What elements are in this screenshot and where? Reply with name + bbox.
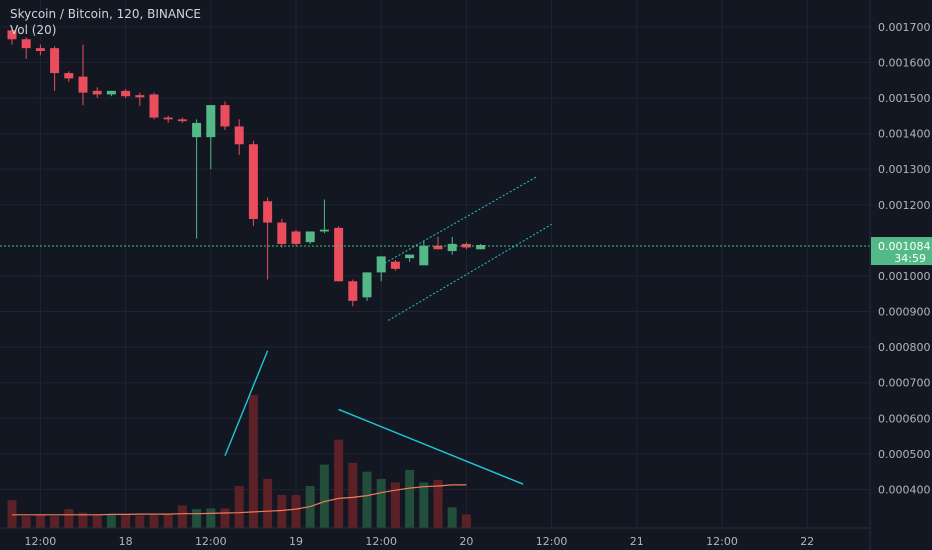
candle-body (121, 91, 130, 96)
price-tick-label: 0.001200 (878, 199, 931, 212)
price-tick-label: 0.001500 (878, 92, 931, 105)
price-tick-label: 0.001400 (878, 128, 931, 141)
candle-body (448, 244, 457, 251)
price-tick-label: 0.000900 (878, 306, 931, 319)
candle-layer (8, 27, 486, 306)
volume-bar (36, 514, 45, 528)
chart-legend: Skycoin / Bitcoin, 120, BINANCE Vol (20) (10, 6, 201, 38)
volume-bar (22, 516, 31, 528)
candle-body (235, 126, 244, 144)
channel-line[interactable] (381, 176, 537, 265)
time-tick-label: 12:00 (195, 535, 227, 548)
volume-bar (8, 500, 17, 528)
volume-bar (93, 514, 102, 528)
volume-bar (107, 514, 116, 528)
candle-body (50, 48, 59, 73)
candle-body (93, 91, 102, 95)
candle-body (107, 91, 116, 95)
price-tick-label: 0.000500 (878, 448, 931, 461)
volume-bar (192, 509, 201, 528)
volume-bar (405, 470, 414, 528)
candle-body (277, 223, 286, 244)
price-tick-label: 0.001700 (878, 21, 931, 34)
price-tick-label: 0.001600 (878, 56, 931, 69)
drawing-layer[interactable] (0, 176, 870, 484)
candle-body (164, 118, 173, 120)
candle-body (192, 123, 201, 137)
volume-bar (320, 465, 329, 528)
candle-body (178, 119, 187, 121)
candle-body (320, 230, 329, 232)
candle-body (334, 228, 343, 281)
volume-bar (419, 482, 428, 528)
volume-bar (221, 508, 230, 528)
candle-body (135, 95, 144, 97)
volume-layer (8, 395, 471, 528)
volume-bar (277, 495, 286, 528)
volume-bar (178, 506, 187, 528)
time-tick-label: 21 (630, 535, 644, 548)
candle-body (64, 73, 73, 78)
candle-body (22, 39, 31, 48)
candle-body (249, 144, 258, 219)
volume-bar (334, 440, 343, 528)
candle-body (405, 255, 414, 259)
bar-countdown-label: 34:59 (894, 252, 926, 265)
candle-body (206, 105, 215, 137)
volume-bar (448, 507, 457, 528)
volume-bar (434, 480, 443, 528)
volume-bar (135, 516, 144, 528)
candle-body (348, 281, 357, 301)
volume-bar (363, 472, 372, 528)
volume-bar (121, 514, 130, 528)
candle-body (377, 256, 386, 272)
candle-body (306, 231, 315, 242)
volume-bar (377, 479, 386, 528)
time-tick-label: 20 (459, 535, 473, 548)
candle-body (292, 231, 301, 243)
volume-bar (150, 515, 159, 528)
symbol-title[interactable]: Skycoin / Bitcoin, 120, BINANCE (10, 6, 201, 22)
channel-line[interactable] (388, 224, 551, 320)
time-tick-label: 12:00 (25, 535, 57, 548)
candle-body (263, 201, 272, 222)
trend-line[interactable] (225, 351, 268, 456)
time-tick-label: 18 (119, 535, 133, 548)
volume-bar (164, 514, 173, 528)
price-tick-label: 0.000700 (878, 377, 931, 390)
time-tick-label: 12:00 (365, 535, 397, 548)
candle-body (391, 262, 400, 269)
time-tick-label: 22 (800, 535, 814, 548)
price-tick-label: 0.001300 (878, 163, 931, 176)
volume-bar (263, 479, 272, 528)
price-tick-label: 0.000600 (878, 412, 931, 425)
candle-body (221, 105, 230, 126)
volume-bar (206, 508, 215, 528)
volume-bar (348, 463, 357, 528)
time-tick-label: 12:00 (536, 535, 568, 548)
volume-bar (292, 495, 301, 528)
volume-bar (50, 516, 59, 528)
volume-bar (462, 514, 471, 528)
price-tick-label: 0.001000 (878, 270, 931, 283)
volume-bar (249, 395, 258, 528)
price-tick-label: 0.000800 (878, 341, 931, 354)
candle-body (36, 48, 45, 51)
price-tick-label: 0.000400 (878, 484, 931, 497)
volume-bar (64, 509, 73, 528)
volume-bar (235, 486, 244, 528)
time-tick-label: 12:00 (706, 535, 738, 548)
candle-body (419, 246, 428, 266)
candle-body (79, 77, 88, 93)
candle-body (150, 94, 159, 117)
volume-indicator-label[interactable]: Vol (20) (10, 22, 201, 38)
candle-body (363, 272, 372, 297)
time-tick-label: 19 (289, 535, 303, 548)
